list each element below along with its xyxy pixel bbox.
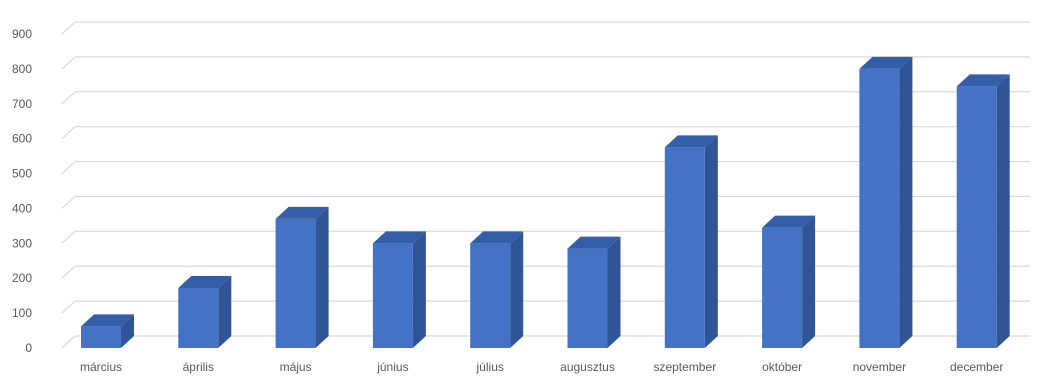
bar-front xyxy=(178,287,219,348)
bar-top xyxy=(567,236,621,249)
x-tick-label: november xyxy=(853,360,906,374)
bar-side xyxy=(802,215,816,348)
y-tick-label: 300 xyxy=(12,236,32,250)
bar-top xyxy=(372,231,426,244)
bar-augusztus xyxy=(567,236,621,348)
bar-top xyxy=(275,206,329,219)
x-tick-label: augusztus xyxy=(560,360,615,374)
bar-front xyxy=(956,86,997,348)
bar-top xyxy=(664,135,718,148)
bar-december xyxy=(956,74,1010,348)
x-tick-label: július xyxy=(476,360,504,374)
bar-top xyxy=(762,215,816,228)
bar-április xyxy=(178,275,232,348)
y-tick-label: 0 xyxy=(25,341,32,355)
gridline-900 xyxy=(61,21,1030,35)
bar-top xyxy=(470,231,524,244)
bar-május xyxy=(275,206,329,348)
y-tick-label: 700 xyxy=(12,97,32,111)
y-tick-label: 800 xyxy=(12,62,32,76)
y-axis-ticks: 0 100 200 300 400 500 600 700 800 900 xyxy=(12,27,32,355)
y-tick-label: 600 xyxy=(12,132,32,146)
bar-front xyxy=(859,68,900,348)
bar-side xyxy=(899,56,913,349)
bar-front xyxy=(372,243,413,348)
bar-top xyxy=(956,74,1010,87)
bar-október xyxy=(762,215,816,348)
bar-március xyxy=(81,314,134,348)
x-tick-label: május xyxy=(280,360,312,374)
y-tick-label: 200 xyxy=(12,271,32,285)
x-tick-label: december xyxy=(950,360,1003,374)
bar-side xyxy=(607,236,621,348)
bar-július xyxy=(470,231,524,348)
x-tick-label: október xyxy=(762,360,802,374)
y-tick-label: 100 xyxy=(12,306,32,320)
x-tick-label: június xyxy=(376,360,408,374)
bar-november xyxy=(859,56,913,349)
bar-front xyxy=(762,227,803,348)
bar-side xyxy=(704,135,718,348)
bar-side xyxy=(510,231,524,348)
x-tick-label: április xyxy=(183,360,214,374)
bar-front xyxy=(470,243,511,348)
gridline-800 xyxy=(61,56,1030,70)
bar-side xyxy=(315,206,329,348)
bar-front xyxy=(275,218,316,348)
bar-top xyxy=(178,275,232,288)
y-tick-label: 900 xyxy=(12,27,32,41)
x-axis-labels: március április május június július augusztus… xyxy=(80,360,1003,374)
y-tick-label: 500 xyxy=(12,167,32,181)
bar-szeptember xyxy=(664,135,718,348)
bar-side xyxy=(121,314,134,348)
bar-front xyxy=(81,326,121,348)
bars xyxy=(81,56,1010,349)
bar-top xyxy=(859,56,913,69)
x-tick-label: szeptember xyxy=(653,360,716,374)
bar-front xyxy=(664,147,705,348)
bar-június xyxy=(372,231,426,348)
bar-side xyxy=(996,74,1010,348)
bar-top xyxy=(81,314,134,327)
bar-side xyxy=(412,231,426,348)
y-tick-label: 400 xyxy=(12,201,32,215)
x-tick-label: március xyxy=(80,360,122,374)
bar-front xyxy=(567,248,608,348)
bar-side xyxy=(218,275,232,348)
